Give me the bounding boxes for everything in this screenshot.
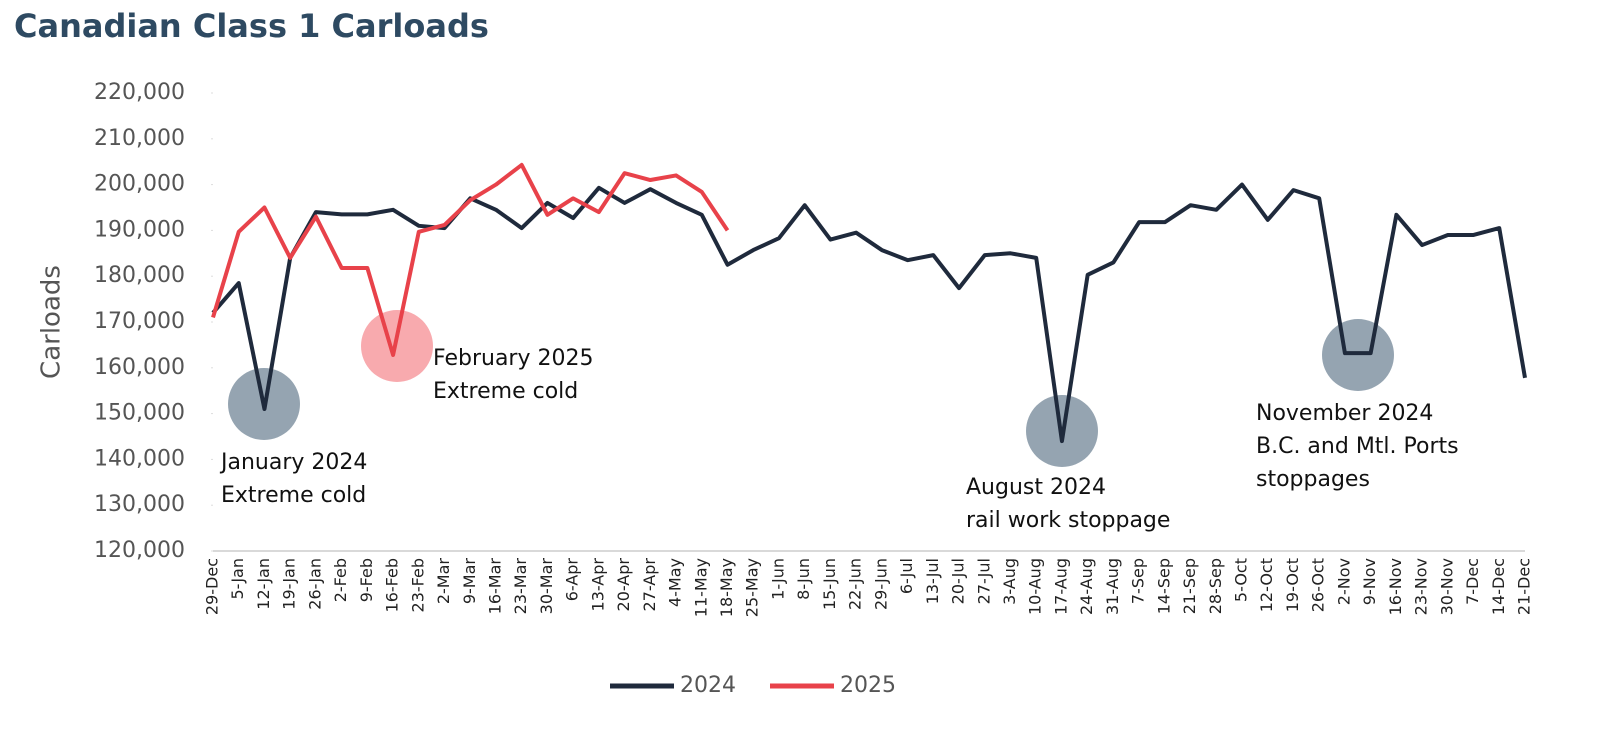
annotation: February 2025 (433, 346, 593, 371)
x-tick-label: 24-Aug (1077, 558, 1096, 615)
y-tick-label: 180,000 (94, 263, 185, 288)
highlights (228, 310, 1394, 467)
x-tick-label: 7-Dec (1463, 558, 1482, 605)
x-tick-label: 10-Aug (1026, 558, 1045, 615)
y-tick-label: 220,000 (94, 80, 185, 105)
y-tick-label: 170,000 (94, 309, 185, 334)
x-tick-label: 13-Apr (588, 558, 607, 612)
x-tick-label: 21-Sep (1180, 558, 1199, 614)
y-tick-label: 130,000 (94, 492, 185, 517)
y-tick-label: 150,000 (94, 401, 185, 426)
x-tick-label: 15-Jun (820, 558, 839, 610)
annotation: B.C. and Mtl. Ports (1256, 434, 1459, 459)
annotation: November 2024 (1256, 401, 1433, 426)
annotation: January 2024 (219, 450, 367, 475)
annotation: Extreme cold (433, 379, 578, 404)
x-tick-label: 27-Jul (974, 558, 993, 604)
y-axis-label: Carloads (37, 265, 67, 379)
x-tick-label: 26-Jan (305, 558, 324, 610)
annotation: August 2024 (966, 475, 1106, 500)
x-tick-label: 11-May (691, 558, 710, 617)
x-tick-label: 19-Oct (1283, 558, 1302, 612)
chart-title: Canadian Class 1 Carloads (14, 7, 489, 45)
legend-label: 2025 (840, 673, 896, 698)
annotation: rail work stoppage (966, 508, 1170, 533)
x-tick-label: 14-Sep (1154, 558, 1173, 614)
x-tick-label: 29-Dec (203, 558, 222, 615)
x-tick-label: 27-Apr (640, 558, 659, 612)
annotation: Extreme cold (221, 483, 366, 508)
x-tick-label: 21-Dec (1515, 558, 1534, 615)
y-tick-label: 210,000 (94, 126, 185, 151)
x-tick-label: 7-Sep (1129, 558, 1148, 604)
x-tick-label: 28-Sep (1206, 558, 1225, 614)
x-tick-label: 9-Feb (357, 558, 376, 602)
y-tick-label: 200,000 (94, 172, 185, 197)
x-tick-label: 25-May (743, 558, 762, 617)
x-tick-label: 20-Apr (614, 558, 633, 612)
x-tick-label: 2-Mar (434, 558, 453, 605)
x-tick-label: 29-Jun (871, 558, 890, 610)
x-tick-label: 5-Jan (228, 558, 247, 600)
x-tick-label: 9-Mar (460, 558, 479, 605)
y-tick-label: 120,000 (94, 538, 185, 563)
x-tick-label: 12-Jan (254, 558, 273, 610)
x-tick-label: 4-May (666, 558, 685, 607)
x-tick-label: 23-Mar (511, 558, 530, 615)
highlight-circle (361, 310, 433, 382)
x-tick-label: 14-Dec (1489, 558, 1508, 615)
x-tick-label: 6-Apr (563, 558, 582, 602)
y-tick-label: 160,000 (94, 355, 185, 380)
x-tick-label: 23-Feb (408, 558, 427, 612)
x-tick-label: 6-Jul (897, 558, 916, 594)
x-tick-label: 16-Nov (1386, 558, 1405, 615)
x-tick-label: 23-Nov (1412, 558, 1431, 615)
x-tick-label: 26-Oct (1309, 558, 1328, 612)
x-tick-label: 16-Feb (383, 558, 402, 612)
x-tick-label: 13-Jul (923, 558, 942, 604)
x-tick-label: 2-Feb (331, 558, 350, 602)
x-tick-label: 12-Oct (1257, 558, 1276, 612)
x-tick-label: 1-Jun (768, 558, 787, 600)
x-tick-label: 3-Aug (1000, 558, 1019, 605)
x-tick-label: 31-Aug (1103, 558, 1122, 615)
x-tick-label: 22-Jun (846, 558, 865, 610)
x-tick-label: 17-Aug (1051, 558, 1070, 615)
x-tick-label: 2-Nov (1334, 558, 1353, 605)
y-tick-label: 140,000 (94, 446, 185, 471)
x-tick-label: 20-Jul (949, 558, 968, 604)
x-tick-label: 9-Nov (1360, 558, 1379, 605)
legend-label: 2024 (680, 673, 736, 698)
x-tick-label: 8-Jun (794, 558, 813, 600)
x-tick-label: 16-Mar (485, 558, 504, 615)
x-tick-label: 30-Mar (537, 558, 556, 615)
line-series (211, 162, 730, 357)
annotation: stoppages (1256, 467, 1370, 492)
y-tick-label: 190,000 (94, 217, 185, 242)
x-tick-label: 18-May (717, 558, 736, 617)
x-tick-label: 19-Jan (280, 558, 299, 610)
x-tick-label: 5-Oct (1232, 558, 1251, 602)
x-tick-label: 30-Nov (1437, 558, 1456, 615)
